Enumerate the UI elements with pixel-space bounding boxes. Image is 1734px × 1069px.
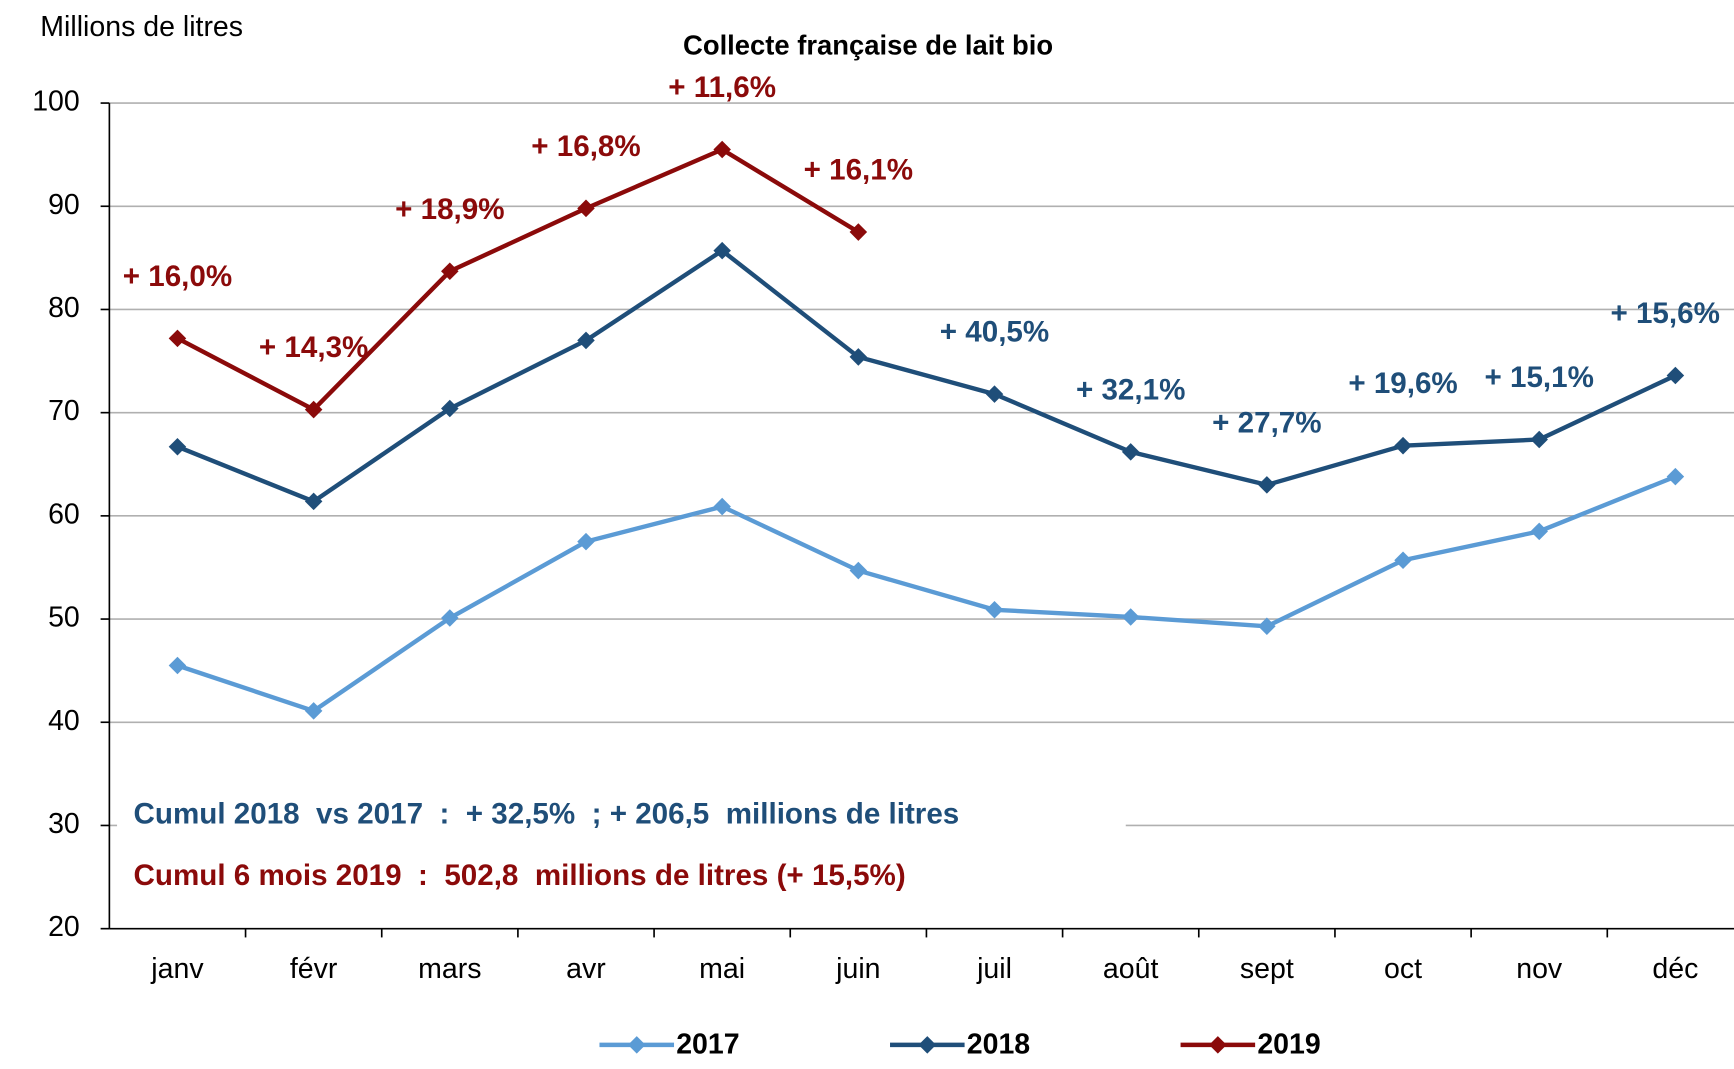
data-point: [849, 223, 868, 241]
data-point: [1121, 443, 1140, 461]
growth-label: + 16,1%: [804, 154, 913, 187]
growth-label: + 32,1%: [1076, 373, 1185, 406]
legend-label: 2017: [676, 1029, 739, 1061]
x-tick-label: mai: [699, 953, 745, 985]
note: Cumul 2018 vs 2017 : + 32,5% ; + 206,5 m…: [134, 798, 960, 831]
y-tick-label: 40: [48, 705, 80, 737]
note: Cumul 6 mois 2019 : 502,8 millions de li…: [134, 859, 906, 892]
x-tick-label: janv: [150, 953, 204, 985]
y-tick-label: 70: [48, 395, 80, 427]
growth-label: + 15,6%: [1610, 297, 1719, 330]
x-tick-label: févr: [290, 953, 338, 985]
data-point: [849, 561, 868, 580]
data-point: [713, 497, 731, 516]
growth-label: + 15,1%: [1484, 361, 1593, 394]
x-tick-label: nov: [1516, 953, 1563, 985]
legend-marker: [1209, 1036, 1227, 1054]
data-point: [577, 532, 595, 551]
data-point: [168, 329, 187, 348]
growth-label: + 40,5%: [940, 316, 1049, 349]
data-point: [304, 492, 323, 511]
data-point: [985, 385, 1004, 403]
x-tick-label: mars: [418, 953, 481, 985]
growth-label: + 16,0%: [123, 260, 232, 293]
y-tick-label: 80: [48, 292, 80, 324]
y-tick-label: 20: [48, 911, 80, 943]
data-point: [713, 140, 731, 159]
data-point: [304, 400, 323, 419]
growth-label: + 14,3%: [259, 331, 368, 364]
y-tick-label: 60: [48, 498, 80, 530]
legend-label: 2019: [1257, 1029, 1320, 1061]
y-tick-label: 50: [48, 602, 80, 634]
series-line: [176, 147, 860, 412]
x-tick-label: oct: [1384, 953, 1422, 985]
x-tick-label: avr: [566, 953, 606, 985]
data-point: [1258, 476, 1276, 494]
data-point: [1530, 522, 1548, 541]
data-point: [577, 331, 595, 350]
growth-label: + 16,8%: [531, 130, 640, 163]
x-tick-label: juil: [976, 953, 1012, 985]
series-line: [176, 474, 1677, 714]
growth-label: + 19,6%: [1348, 367, 1457, 400]
growth-label: + 27,7%: [1212, 406, 1321, 439]
data-point: [1121, 608, 1140, 626]
data-point: [1530, 430, 1548, 449]
data-point: [1394, 436, 1412, 455]
data-point: [168, 656, 187, 675]
legend-marker: [627, 1036, 646, 1054]
y-tick-label: 30: [48, 808, 80, 840]
data-point: [1258, 617, 1276, 636]
data-point: [1666, 366, 1685, 385]
growth-label: + 18,9%: [395, 193, 504, 226]
data-point: [1394, 551, 1412, 570]
x-tick-label: sept: [1240, 953, 1294, 985]
chart-title: Collecte française de lait bio: [683, 29, 1053, 60]
y-tick-label: 90: [48, 189, 80, 221]
y-tick-label: 100: [32, 86, 80, 118]
data-point: [168, 437, 187, 456]
data-point: [577, 199, 595, 218]
data-point: [441, 262, 459, 281]
series-line: [176, 248, 1677, 504]
x-tick-label: juin: [835, 953, 880, 985]
data-point: [713, 241, 731, 260]
data-point: [441, 399, 459, 418]
x-tick-label: déc: [1652, 953, 1698, 985]
note-background: [117, 787, 1126, 911]
data-point: [985, 601, 1004, 619]
growth-label: + 11,6%: [668, 71, 776, 104]
legend-marker: [918, 1036, 937, 1054]
data-point: [849, 348, 868, 366]
y-axis-label: Millions de litres: [40, 11, 243, 43]
legend-label: 2018: [967, 1029, 1030, 1061]
x-tick-label: août: [1103, 953, 1159, 985]
data-point: [1666, 467, 1685, 486]
data-point: [304, 702, 323, 720]
data-point: [441, 609, 459, 627]
